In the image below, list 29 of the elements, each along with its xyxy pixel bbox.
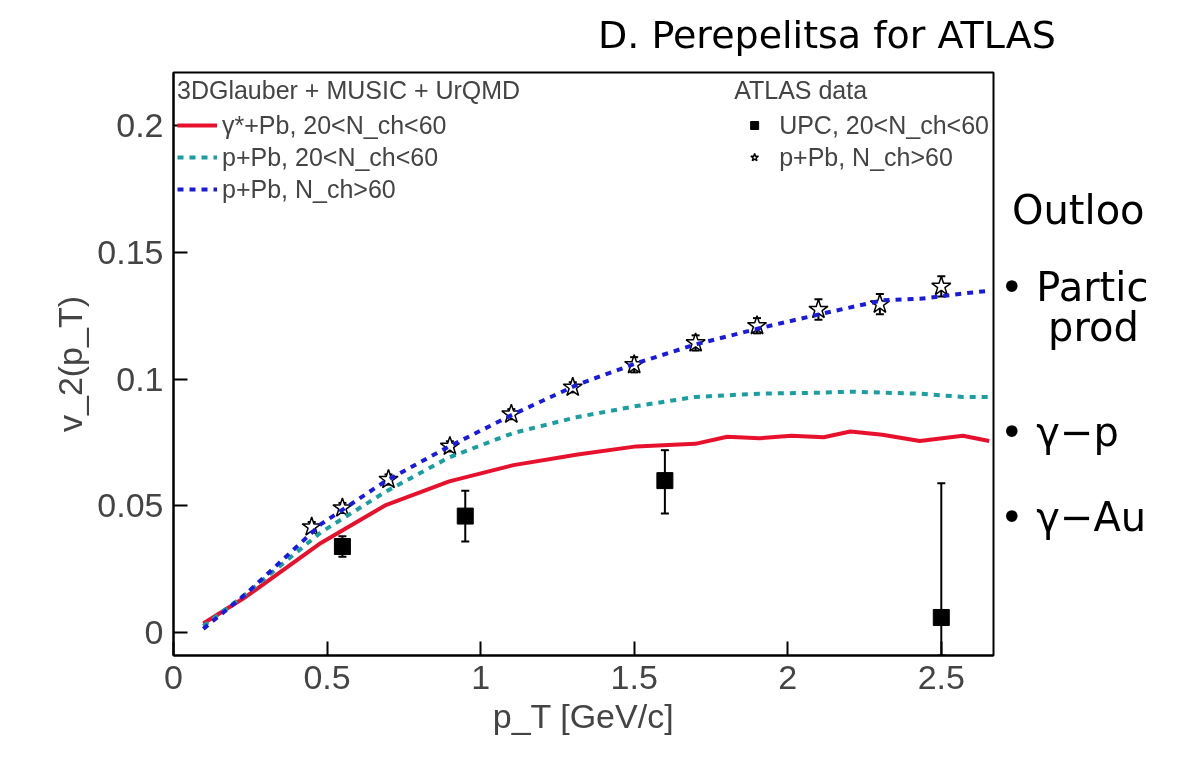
text: 3DGlauber + MUSIC + UrQMD — [177, 76, 521, 104]
x-tick-label: 2 — [778, 657, 798, 696]
point — [656, 472, 674, 490]
y-tick-label: 0.15 — [97, 232, 164, 271]
point — [456, 507, 474, 525]
y-tick-label: 0.1 — [116, 359, 164, 398]
legend-label: p+Pb, N_ch>60 — [779, 142, 953, 172]
line-series — [201, 429, 992, 626]
text: D. Perepelitsa for ATLAS — [598, 12, 1056, 59]
y-tick-label: 0.2 — [116, 106, 164, 145]
point — [333, 538, 351, 555]
text: • γ−Au — [1000, 493, 1147, 542]
y-tick-label: 0 — [144, 613, 164, 652]
text: Outloo — [1012, 186, 1145, 235]
x-tick-label: 1 — [471, 657, 491, 696]
text: ATLAS data — [734, 76, 868, 104]
legend-label: p+Pb, 20<N_ch<60 — [222, 142, 439, 172]
text: • γ−p — [1000, 408, 1119, 457]
x-tick-label: 0.5 — [303, 657, 351, 696]
point — [932, 608, 950, 626]
legend-label: UPC, 20<N_ch<60 — [779, 110, 989, 140]
x-tick-label: 2.5 — [917, 657, 965, 696]
y-tick-label: 0.05 — [97, 486, 164, 525]
y-axis-title: v_2(p_T) — [51, 295, 90, 433]
legend-label: p+Pb, N_ch>60 — [222, 174, 396, 204]
x-axis-title: p_T [GeV/c] — [492, 696, 674, 735]
x-tick-label: 1.5 — [610, 657, 658, 696]
legend-label: γ*+Pb, 20<N_ch<60 — [222, 110, 447, 140]
point — [931, 275, 952, 296]
